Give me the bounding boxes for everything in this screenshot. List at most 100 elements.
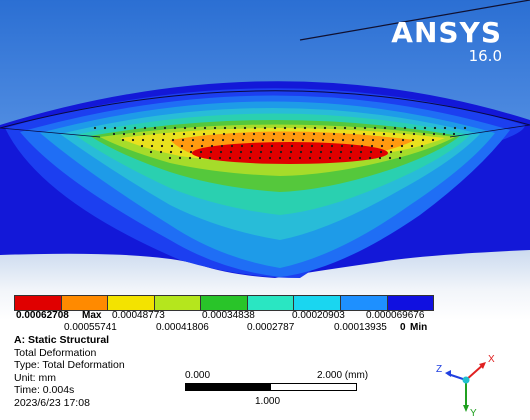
node-marker <box>149 150 153 154</box>
node-marker <box>250 144 254 148</box>
node-marker <box>211 138 215 142</box>
node-marker <box>168 156 172 160</box>
node-marker <box>248 156 252 160</box>
node-marker <box>212 132 216 136</box>
node-marker <box>202 132 206 136</box>
node-marker <box>413 126 417 130</box>
node-marker <box>310 144 314 148</box>
legend-bottom-value-3: 0.0002787 <box>247 322 295 333</box>
legend-top-value-3: 0.00020903 <box>292 310 345 321</box>
node-marker <box>361 138 365 142</box>
node-marker <box>373 126 377 130</box>
node-marker <box>309 150 313 154</box>
brand-name: ANSYS <box>391 16 502 49</box>
node-marker <box>210 144 214 148</box>
node-marker <box>183 126 187 130</box>
node-marker <box>422 132 426 136</box>
node-marker <box>140 144 144 148</box>
node-marker <box>292 132 296 136</box>
node-marker <box>370 144 374 148</box>
node-marker <box>363 126 367 130</box>
node-marker <box>412 132 416 136</box>
node-marker <box>321 138 325 142</box>
x-axis-label: X <box>488 354 495 365</box>
node-marker <box>358 156 362 160</box>
node-marker <box>249 150 253 154</box>
contour-legend[interactable]: 0.00062708 Max 0.00048773 0.00034838 0.0… <box>14 295 434 333</box>
node-marker <box>228 156 232 160</box>
node-marker <box>200 144 204 148</box>
node-marker <box>222 132 226 136</box>
node-marker <box>260 144 264 148</box>
node-marker <box>258 156 262 160</box>
node-marker <box>221 138 225 142</box>
node-marker <box>150 144 154 148</box>
node-marker <box>339 150 343 154</box>
node-marker <box>178 156 182 160</box>
node-marker <box>312 132 316 136</box>
node-marker <box>213 126 217 130</box>
node-marker <box>311 138 315 142</box>
node-marker <box>181 138 185 142</box>
node-marker <box>259 150 263 154</box>
scale-left-label: 0.000 <box>185 370 211 381</box>
z-axis-label: Z <box>436 364 442 375</box>
legend-top-value-4: 0.000069676 <box>366 310 425 321</box>
model-edge-curve <box>0 90 530 129</box>
node-marker <box>162 132 166 136</box>
node-marker <box>123 126 127 130</box>
coordinate-triad[interactable]: X Y Z <box>436 350 506 418</box>
node-marker <box>252 132 256 136</box>
node-marker <box>349 150 353 154</box>
node-marker <box>463 126 467 130</box>
node-marker <box>343 126 347 130</box>
node-marker <box>299 150 303 154</box>
node-marker <box>238 156 242 160</box>
node-marker <box>380 144 384 148</box>
node-marker <box>353 126 357 130</box>
result-type: Type: Total Deformation <box>14 359 125 372</box>
node-marker <box>350 144 354 148</box>
node-marker <box>153 126 157 130</box>
node-marker <box>432 132 436 136</box>
node-marker <box>232 132 236 136</box>
result-date: 2023/6/23 17:08 <box>14 396 90 409</box>
node-marker <box>229 150 233 154</box>
node-marker <box>332 132 336 136</box>
node-marker <box>161 138 165 142</box>
node-marker <box>143 126 147 130</box>
node-marker <box>352 132 356 136</box>
node-marker <box>173 126 177 130</box>
node-marker <box>298 156 302 160</box>
node-marker <box>131 138 135 142</box>
node-marker <box>433 126 437 130</box>
legend-color-bar <box>14 295 434 311</box>
node-marker <box>289 150 293 154</box>
node-marker <box>240 144 244 148</box>
node-marker <box>198 156 202 160</box>
model-edge-line <box>299 0 530 41</box>
node-marker <box>392 132 396 136</box>
node-marker <box>359 150 363 154</box>
node-marker <box>382 132 386 136</box>
node-marker <box>453 126 457 130</box>
node-marker <box>93 126 97 130</box>
legend-color-swatch <box>108 296 155 310</box>
node-marker <box>230 144 234 148</box>
legend-color-swatch <box>61 296 109 310</box>
node-marker <box>151 138 155 142</box>
legend-max-value: 0.00062708 <box>16 310 69 321</box>
analysis-title: A: Static Structural <box>14 334 110 346</box>
node-marker <box>209 150 213 154</box>
legend-min-label: Min <box>410 322 428 333</box>
node-marker <box>273 126 277 130</box>
node-marker <box>122 132 126 136</box>
node-marker <box>218 156 222 160</box>
node-marker <box>103 126 107 130</box>
node-marker <box>338 156 342 160</box>
node-marker <box>360 144 364 148</box>
scale-right-label: 2.000 (mm) <box>317 370 369 381</box>
node-marker <box>333 126 337 130</box>
legend-color-swatch <box>387 296 434 310</box>
